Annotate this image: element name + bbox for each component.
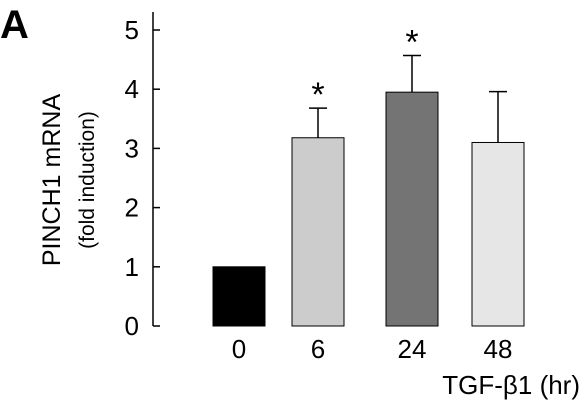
x-tick-label: 24 bbox=[398, 334, 427, 364]
y-axis-label: PINCH1 mRNA bbox=[38, 94, 66, 267]
y-axis-sublabel: (fold induction) bbox=[76, 111, 99, 249]
significance-marker: * bbox=[311, 76, 324, 114]
y-tick-label: 5 bbox=[125, 15, 139, 45]
x-tick-label: 48 bbox=[484, 334, 513, 364]
y-axis-title: PINCH1 mRNA (fold induction) bbox=[38, 94, 99, 267]
bar bbox=[471, 141, 525, 327]
bar bbox=[291, 137, 345, 327]
y-tick-label: 1 bbox=[125, 252, 139, 282]
y-tick-label: 3 bbox=[125, 133, 139, 163]
panel-label: A bbox=[0, 3, 29, 47]
x-tick-label: 0 bbox=[232, 334, 246, 364]
x-tick-label: 6 bbox=[311, 334, 325, 364]
bar bbox=[212, 266, 266, 327]
y-tick-label: 4 bbox=[125, 74, 139, 104]
x-axis-label: TGF-β1 (hr) bbox=[442, 370, 580, 400]
significance-marker: * bbox=[405, 23, 418, 61]
bar bbox=[385, 91, 439, 327]
y-tick-label: 2 bbox=[125, 193, 139, 223]
plot-area: 0 1 2 3 4 5 0 * 6 * 24 48 bbox=[125, 12, 525, 364]
y-tick-label: 0 bbox=[125, 311, 139, 341]
